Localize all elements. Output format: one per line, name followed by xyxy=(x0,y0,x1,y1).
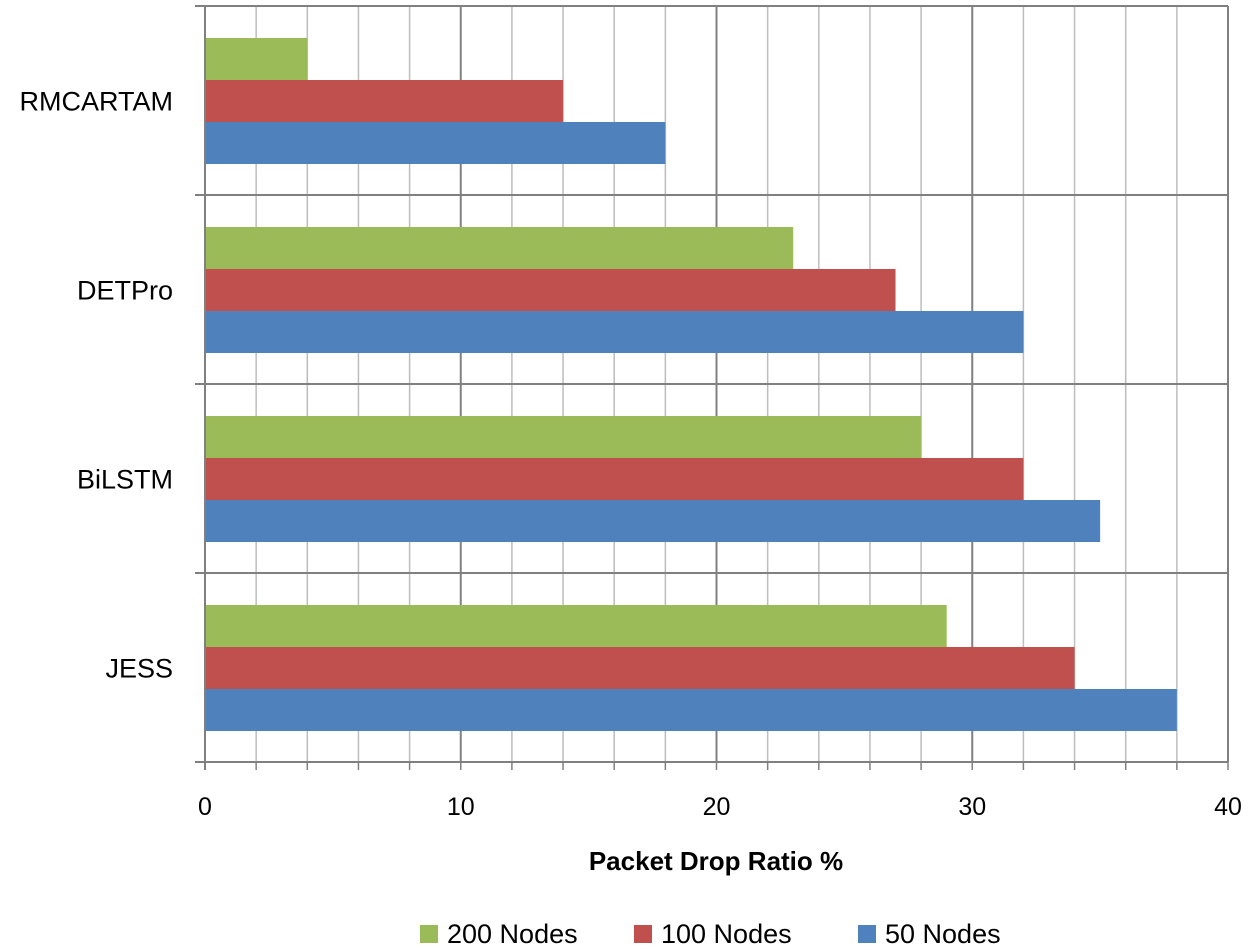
category-label: JESS xyxy=(105,654,173,684)
bar xyxy=(205,416,922,458)
bar xyxy=(205,227,794,269)
x-tick-label: 40 xyxy=(1214,793,1242,821)
bar xyxy=(205,269,896,311)
bar xyxy=(205,122,666,164)
x-tick-label: 0 xyxy=(198,793,212,821)
category-label: BiLSTM xyxy=(77,465,173,495)
legend-label: 50 Nodes xyxy=(885,919,1001,949)
tick-labels: 0 10 20 30 40 xyxy=(198,793,1242,821)
x-tick-label: 10 xyxy=(447,793,475,821)
legend-swatch xyxy=(420,925,438,943)
bar xyxy=(205,311,1024,353)
legend-swatch xyxy=(858,925,876,943)
category-label: RMCARTAM xyxy=(20,87,174,117)
bar xyxy=(205,80,564,122)
x-axis-title: Packet Drop Ratio % xyxy=(589,846,843,876)
bar xyxy=(205,458,1024,500)
bar xyxy=(205,689,1177,731)
legend-label: 200 Nodes xyxy=(447,919,578,949)
bar xyxy=(205,605,947,647)
legend-swatch xyxy=(634,925,652,943)
x-tick-label: 20 xyxy=(703,793,731,821)
legend-label: 100 Nodes xyxy=(661,919,792,949)
category-label: DETPro xyxy=(77,276,173,306)
bar xyxy=(205,647,1075,689)
axes xyxy=(195,5,1229,770)
legend: 200 Nodes 100 Nodes 50 Nodes xyxy=(420,919,1001,949)
bar xyxy=(205,500,1101,542)
bars xyxy=(205,38,1177,731)
category-labels: RMCARTAM DETPro BiLSTM JESS xyxy=(20,87,174,684)
bar xyxy=(205,38,308,80)
x-tick-label: 30 xyxy=(958,793,986,821)
